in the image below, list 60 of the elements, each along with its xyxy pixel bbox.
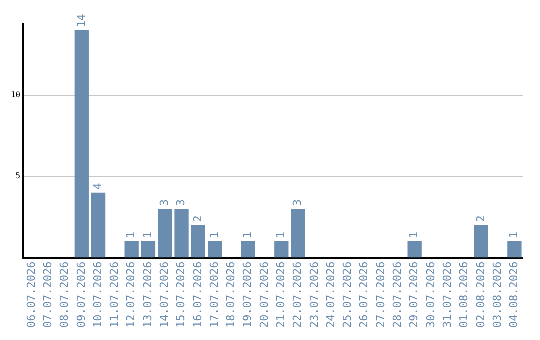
x-tick-label: 12.07.2026 <box>124 262 138 328</box>
data-label: 1 <box>508 232 521 239</box>
x-tick-label: 31.07.2026 <box>440 262 454 328</box>
y-tick-label: 5 <box>16 172 21 181</box>
x-tick-label: 09.07.2026 <box>74 262 88 328</box>
x-tick-label: 02.08.2026 <box>474 262 488 328</box>
data-label: 2 <box>191 216 204 222</box>
data-label: 3 <box>174 199 188 206</box>
x-tick-label: 01.08.2026 <box>458 262 471 328</box>
bar <box>408 242 422 258</box>
x-tick-label: 22.07.2026 <box>291 262 304 328</box>
x-tick-label: 25.07.2026 <box>341 262 354 328</box>
x-tick-label: 06.07.2026 <box>24 262 38 328</box>
data-label: 1 <box>208 232 221 239</box>
x-tick-label: 10.07.2026 <box>91 262 104 328</box>
data-label: 1 <box>124 232 138 239</box>
bar <box>291 209 306 258</box>
bar <box>174 209 189 258</box>
x-tick-label: 08.07.2026 <box>58 262 72 328</box>
bar <box>158 209 172 258</box>
x-tick-label: 19.07.2026 <box>241 262 254 328</box>
bar <box>508 242 522 258</box>
bar <box>124 242 139 258</box>
bar <box>191 225 206 258</box>
x-tick-label: 26.07.2026 <box>358 262 371 328</box>
x-tick-label: 11.07.2026 <box>108 262 122 328</box>
bar <box>74 30 89 258</box>
data-label: 1 <box>274 232 288 239</box>
x-tick-label: 15.07.2026 <box>174 262 188 328</box>
x-tick-label: 27.07.2026 <box>374 262 388 328</box>
bar <box>474 225 488 258</box>
x-tick-label: 13.07.2026 <box>141 262 154 328</box>
data-label: 3 <box>158 199 171 206</box>
data-label: 4 <box>91 182 104 190</box>
bar <box>274 242 289 258</box>
data-label: 1 <box>241 232 254 239</box>
bar <box>241 242 256 258</box>
x-tick-label: 20.07.2026 <box>258 262 271 328</box>
data-label: 1 <box>141 232 154 239</box>
x-tick-label: 29.07.2026 <box>408 262 421 328</box>
x-tick-label: 04.08.2026 <box>508 262 521 328</box>
data-label: 14 <box>74 14 88 28</box>
bar <box>91 192 106 258</box>
x-tick-label: 24.07.2026 <box>324 262 338 328</box>
y-tick-label: 10 <box>10 90 21 100</box>
bar <box>208 242 222 258</box>
x-tick-label: 17.07.2026 <box>208 262 221 328</box>
x-tick-label: 30.07.2026 <box>424 262 438 328</box>
data-label: 1 <box>408 232 421 239</box>
data-label: 3 <box>291 199 304 206</box>
x-tick-label: 07.07.2026 <box>41 262 54 328</box>
x-tick-label: 14.07.2026 <box>158 262 171 328</box>
x-tick-label: 28.07.2026 <box>391 262 404 328</box>
x-tick-label: 21.07.2026 <box>274 262 288 328</box>
x-tick-label: 23.07.2026 <box>308 262 321 328</box>
x-tick-label: 16.07.2026 <box>191 262 204 328</box>
x-tick-label: 03.08.2026 <box>490 262 504 328</box>
bar <box>141 242 156 258</box>
x-tick-label: 18.07.2026 <box>224 262 238 328</box>
data-label: 2 <box>474 216 488 222</box>
